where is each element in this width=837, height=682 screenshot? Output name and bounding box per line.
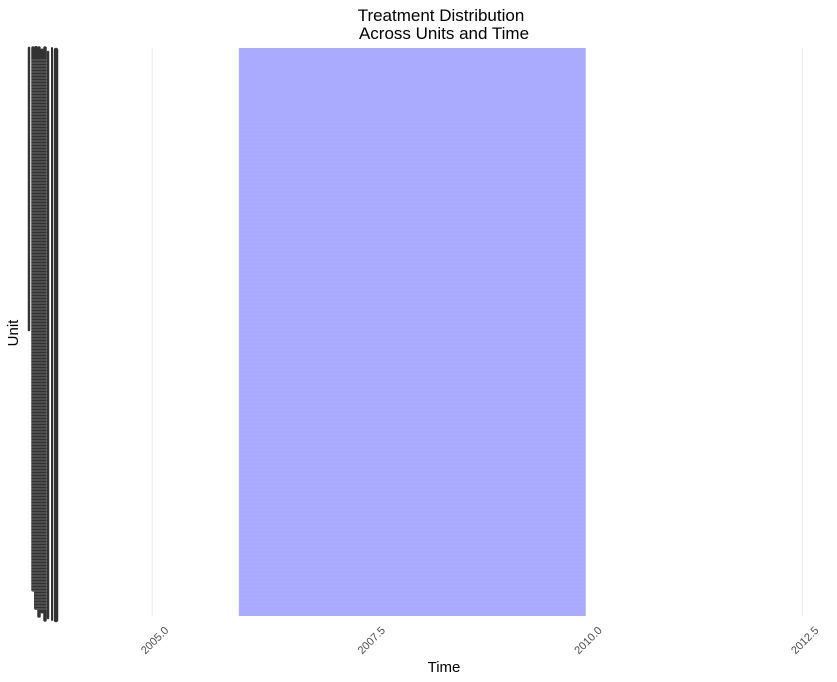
chart-title-line-2: Across Units and Time — [359, 24, 529, 43]
x-tick-label-0: 2005.0 — [139, 625, 171, 657]
x-tick-label-1: 2007.5 — [356, 625, 388, 657]
chart-title-line-1: Treatment Distribution — [358, 6, 525, 25]
data-layer — [238, 48, 586, 616]
x-tick-label-3: 2012.5 — [789, 625, 821, 657]
x-axis-title: Time — [428, 659, 461, 676]
x-tick-label-2: 2010.0 — [572, 625, 604, 657]
x-tick-labels: 2005.0 2007.5 2010.0 2012.5 — [139, 625, 821, 657]
y-tick-labels — [27, 46, 59, 623]
treated-block — [238, 48, 586, 616]
y-axis-title: Unit — [5, 319, 22, 347]
